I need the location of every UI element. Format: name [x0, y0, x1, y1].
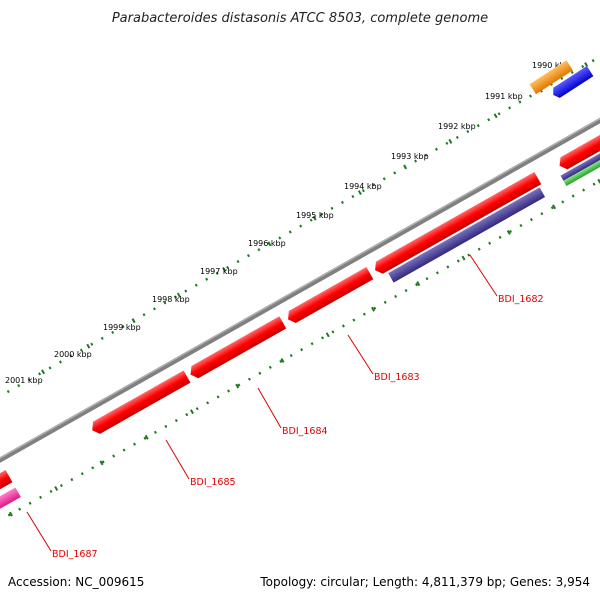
genome-backbone	[0, 83, 600, 512]
gene-red-feature	[190, 316, 287, 379]
forward-genes	[0, 126, 600, 532]
kbp-label: 1994 kbp	[344, 182, 382, 191]
magenta-feature	[0, 487, 21, 552]
orange-feature	[529, 60, 573, 95]
kbp-label: 1990 kbp	[532, 61, 570, 70]
gene-red-feature	[92, 370, 191, 434]
slate-blue-feature	[388, 187, 546, 283]
accession-text: Accession: NC_009615	[8, 575, 144, 589]
kbp-label: 1992 kbp	[438, 122, 476, 131]
green-feature	[563, 151, 600, 187]
gene-label: BDI_1685	[190, 477, 236, 488]
kbp-label: 1998 kbp	[152, 295, 190, 304]
gene-red-feature	[375, 172, 542, 274]
kbp-label: 1999 kbp	[103, 323, 141, 332]
gene-leader-lines	[26, 254, 498, 552]
kbp-label: 2001 kbp	[5, 376, 43, 385]
inner-tick-track	[0, 129, 600, 548]
gene-label: BDI_1684	[282, 426, 328, 437]
blue-feature	[553, 66, 594, 98]
slate-blue-feature	[560, 146, 600, 181]
gene-label: BDI_1683	[374, 372, 420, 383]
kbp-labels: 1990 kbp 1991 kbp 1992 kbp 1993 kbp 1994…	[5, 61, 570, 385]
genome-stats-text: Topology: circular; Length: 4,811,379 bp…	[259, 575, 590, 589]
gene-label: BDI_1687	[52, 549, 98, 560]
kbp-label: 1995 kbp	[296, 211, 334, 220]
outer-tick-track	[0, 35, 600, 454]
gene-red-feature	[288, 267, 374, 324]
map-title: Parabacteroides distasonis ATCC 8503, co…	[112, 11, 488, 26]
kbp-label: 1991 kbp	[485, 92, 523, 101]
gene-red-feature	[559, 126, 600, 170]
kbp-label: 1996 kbp	[248, 239, 286, 248]
kbp-label: 2000 kbp	[54, 350, 92, 359]
gene-label: BDI_1682	[498, 294, 544, 305]
kbp-label: 1993 kbp	[391, 152, 429, 161]
gene-labels: BDI_1682 BDI_1683 BDI_1684 BDI_1685 BDI_…	[52, 294, 544, 560]
inner-features	[0, 146, 600, 552]
outer-features	[529, 60, 594, 98]
kbp-label: 1997 kbp	[200, 267, 238, 276]
